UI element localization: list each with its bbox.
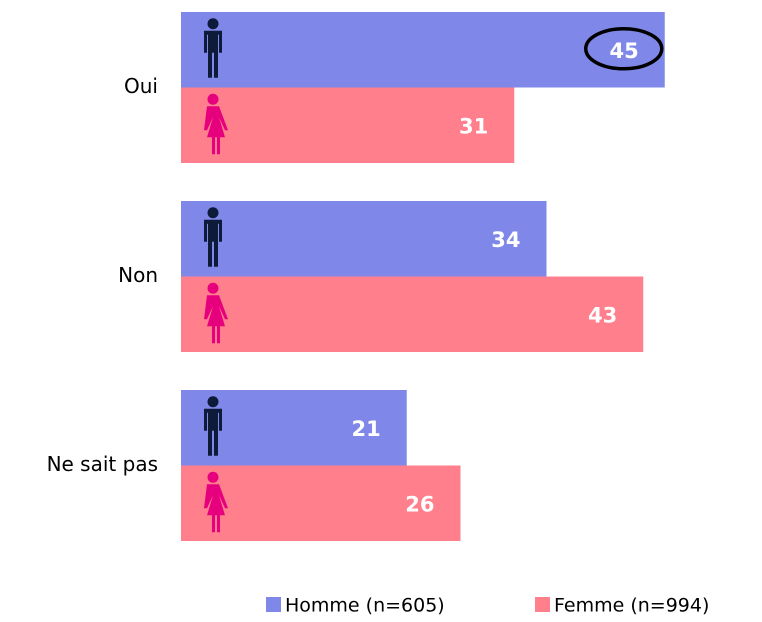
man-icon [204,207,222,267]
woman-icon [204,471,228,533]
icon-body [204,106,228,155]
icon-head [207,282,219,294]
icon-body [204,295,228,344]
category-label: Ne sait pas [47,452,158,476]
legend-swatch [266,597,281,612]
woman-icon [204,93,228,155]
icon-head [207,396,219,408]
highlight-ring [584,27,664,71]
woman-icon [204,282,228,344]
icon-body [204,408,222,456]
bar [181,465,461,541]
legend-swatch [535,597,550,612]
category-label: Non [118,263,158,287]
value-label: 31 [459,114,488,138]
icon-body [204,484,228,533]
category-label: Oui [124,74,158,98]
bar [181,87,515,163]
legend-label: Femme (n=994) [554,595,709,617]
icon-head [207,207,219,219]
icon-body [204,219,222,267]
value-label: 34 [491,228,520,252]
legend-label: Homme (n=605) [285,595,445,617]
value-label: 21 [352,417,381,441]
icon-head [207,93,219,105]
icon-head [207,471,219,483]
bar [181,276,644,352]
bar [181,390,407,466]
bar [181,201,547,277]
bar [181,12,665,88]
value-label: 43 [588,303,617,327]
icon-body [204,30,222,78]
value-label: 26 [405,492,434,516]
value-label: 45 [610,39,639,63]
icon-head [207,18,219,30]
man-icon [204,18,222,78]
man-icon [204,396,222,456]
